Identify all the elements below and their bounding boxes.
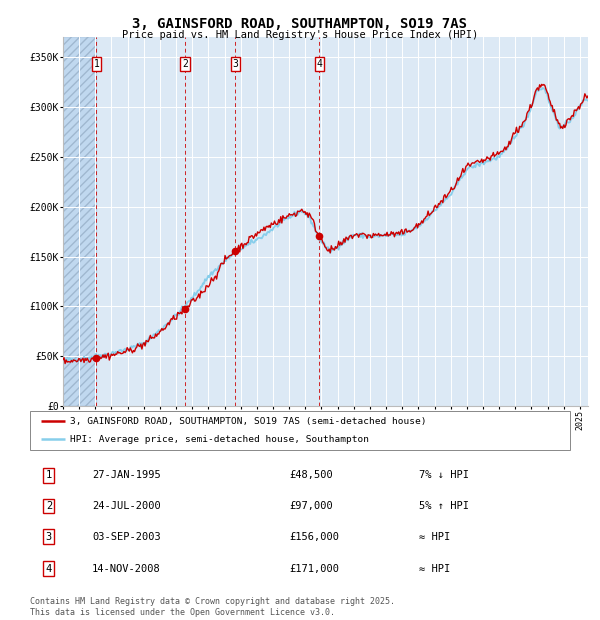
Text: 1: 1 [94,59,100,69]
Text: 2: 2 [182,59,188,69]
Text: ≈ HPI: ≈ HPI [419,564,450,574]
Bar [63,37,97,406]
Text: 27-JAN-1995: 27-JAN-1995 [92,470,161,480]
Bar [63,37,97,406]
Text: 4: 4 [316,59,322,69]
Text: 3: 3 [46,531,52,542]
Text: Contains HM Land Registry data © Crown copyright and database right 2025.
This d: Contains HM Land Registry data © Crown c… [30,598,395,617]
Text: 3, GAINSFORD ROAD, SOUTHAMPTON, SO19 7AS: 3, GAINSFORD ROAD, SOUTHAMPTON, SO19 7AS [133,17,467,32]
Text: 3: 3 [232,59,238,69]
Text: £97,000: £97,000 [289,501,333,511]
Text: 2: 2 [46,501,52,511]
Text: 1: 1 [46,470,52,480]
Text: 5% ↑ HPI: 5% ↑ HPI [419,501,469,511]
Text: 03-SEP-2003: 03-SEP-2003 [92,531,161,542]
Text: 3, GAINSFORD ROAD, SOUTHAMPTON, SO19 7AS (semi-detached house): 3, GAINSFORD ROAD, SOUTHAMPTON, SO19 7AS… [71,417,427,426]
Text: HPI: Average price, semi-detached house, Southampton: HPI: Average price, semi-detached house,… [71,435,370,444]
Text: £48,500: £48,500 [289,470,333,480]
Text: 7% ↓ HPI: 7% ↓ HPI [419,470,469,480]
Text: 4: 4 [46,564,52,574]
Text: 24-JUL-2000: 24-JUL-2000 [92,501,161,511]
Text: £171,000: £171,000 [289,564,339,574]
FancyBboxPatch shape [30,411,570,449]
Text: ≈ HPI: ≈ HPI [419,531,450,542]
Text: 14-NOV-2008: 14-NOV-2008 [92,564,161,574]
Text: Price paid vs. HM Land Registry's House Price Index (HPI): Price paid vs. HM Land Registry's House … [122,30,478,40]
Text: £156,000: £156,000 [289,531,339,542]
